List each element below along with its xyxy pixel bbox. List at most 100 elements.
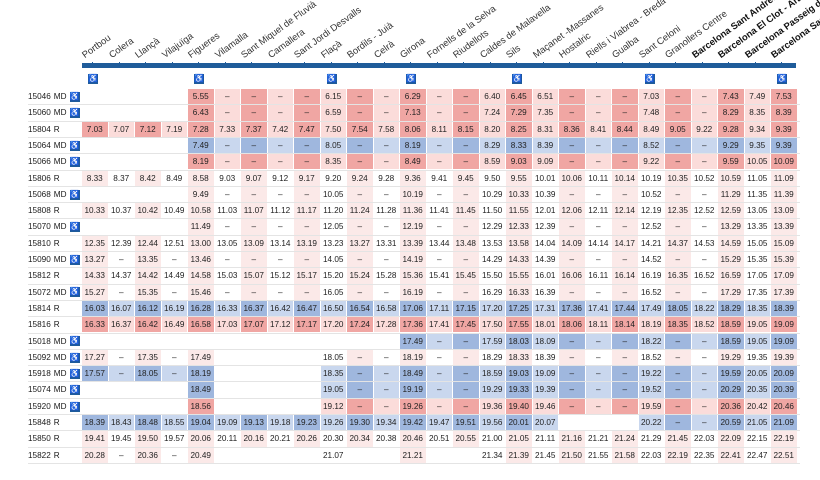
time-cell: – (595, 352, 601, 362)
time-cell: 13.27 (347, 235, 373, 251)
time-cell: 12.39 (535, 222, 556, 232)
train-type: R (53, 206, 60, 216)
time-cell: 15.07 (241, 268, 267, 284)
time-cell: 11.05 (747, 173, 768, 183)
time-cell (215, 448, 241, 463)
time-cell: – (453, 154, 479, 170)
time-cell: 19.56 (479, 415, 505, 431)
train-number: 15918 (28, 369, 51, 379)
time-cell (162, 219, 188, 234)
time-cell: 10.39 (535, 189, 556, 199)
wheelchair-icon: ♿ (69, 222, 80, 233)
time-cell: – (118, 287, 124, 297)
time-cell: – (241, 154, 267, 170)
time-cell: 20.06 (188, 431, 214, 447)
time-cell: 11.49 (188, 219, 214, 235)
time-cell: 6.51 (532, 89, 558, 105)
time-cell: 19.29 (718, 349, 744, 366)
time-cell: 7.24 (479, 105, 505, 121)
time-cell: 10.19 (641, 173, 662, 183)
time-cell: 19.05 (320, 382, 346, 398)
row-divider (28, 299, 800, 301)
time-cell: – (585, 366, 611, 382)
time-cell: 17.25 (506, 300, 532, 317)
time-cell: 19.52 (638, 382, 664, 398)
wheelchair-icon: ♿ (69, 254, 80, 265)
time-cell: 17.06 (400, 300, 426, 317)
time-cell: 8.59 (479, 154, 505, 170)
train-number: 15810 (28, 238, 51, 248)
time-cell: 20.30 (323, 434, 344, 444)
time-cell: 19.26 (400, 398, 426, 414)
time-cell: – (347, 284, 373, 300)
wheelchair-icon: ♿ (69, 189, 80, 200)
time-cell: 22.03 (641, 450, 662, 460)
wheelchair-icon: ♿ (194, 74, 204, 84)
time-cell: 18.09 (532, 333, 558, 349)
time-cell: 10.33 (506, 186, 532, 203)
time-cell: 14.59 (718, 235, 744, 251)
time-cell (294, 350, 320, 365)
time-cell: 15.35 (747, 255, 768, 264)
time-cell: – (559, 366, 585, 382)
time-cell: – (612, 382, 638, 398)
row-divider (28, 169, 800, 171)
time-cell (82, 89, 108, 104)
time-cell: 9.49 (188, 186, 214, 203)
time-cell: 7.35 (532, 105, 558, 121)
time-cell: – (171, 450, 177, 460)
time-cell: 10.05 (323, 189, 344, 199)
wheelchair-icon: ♿ (69, 352, 80, 363)
time-cell (215, 382, 241, 397)
time-cell: 6.40 (479, 89, 505, 105)
time-cell: 8.58 (188, 170, 214, 186)
time-cell: 9.20 (325, 173, 342, 183)
time-cell: – (347, 398, 373, 414)
time-cell: 14.58 (188, 268, 214, 284)
train-number: 15046 (28, 92, 51, 101)
train-label: 15920 MD ♿ (28, 399, 80, 415)
time-cell: – (373, 137, 399, 154)
time-cell: 15.28 (376, 271, 397, 281)
time-cell: – (224, 189, 230, 199)
time-cell: 16.52 (641, 287, 662, 297)
time-cell: – (267, 89, 293, 105)
row-divider (28, 218, 800, 220)
train-number: 15806 (28, 173, 51, 183)
time-cell: 17.36 (400, 317, 426, 333)
time-cell: 16.14 (612, 268, 638, 284)
time-cell: 14.52 (641, 255, 662, 264)
time-cell: 19.33 (506, 382, 532, 398)
time-cell: 8.35 (320, 154, 346, 170)
route-line-tick (410, 62, 411, 68)
time-cell: 17.07 (241, 317, 267, 333)
time-cell: 14.17 (612, 235, 638, 251)
train-label: 15804 R (28, 122, 60, 138)
train-number: 15920 (28, 401, 51, 411)
time-cell (241, 448, 267, 463)
time-cell: 7.19 (161, 121, 187, 137)
time-cell: 16.59 (718, 268, 744, 284)
time-cell: – (612, 219, 638, 235)
time-cell: 16.37 (108, 317, 134, 333)
time-cell: – (373, 382, 399, 398)
time-cell: – (585, 89, 611, 105)
time-cell: 9.03 (506, 154, 532, 170)
time-cell: – (267, 137, 293, 154)
time-cell: – (691, 154, 717, 170)
time-cell: – (383, 287, 389, 297)
train-type: R (53, 450, 60, 460)
time-cell: 16.19 (641, 271, 662, 281)
time-cell: 20.39 (771, 382, 797, 398)
time-cell: 15.05 (747, 238, 768, 248)
time-cell: 13.09 (241, 235, 267, 251)
time-cell: 20.16 (241, 431, 267, 447)
station-header: Portbou (79, 31, 113, 60)
time-cell: – (241, 89, 267, 105)
time-cell: 15.09 (771, 235, 797, 251)
time-cell: 9.45 (453, 170, 479, 186)
time-cell: 6.43 (188, 105, 214, 121)
time-cell (215, 350, 241, 365)
time-cell (294, 366, 320, 381)
train-label: 15074 MD ♿ (28, 382, 80, 398)
